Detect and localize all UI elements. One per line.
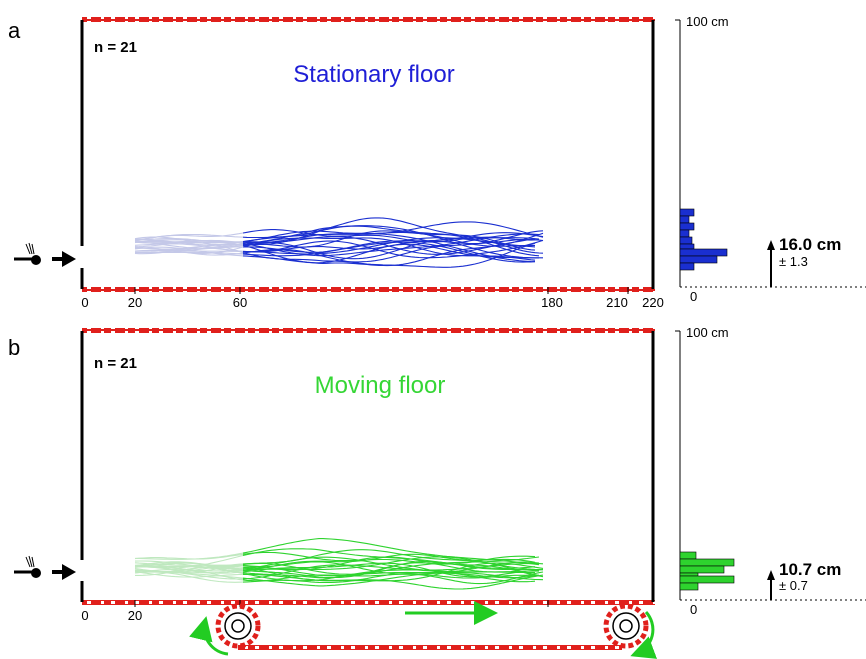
bird-icon — [14, 555, 41, 578]
flight-trace — [242, 225, 540, 257]
hist-top-label: 100 cm — [686, 14, 729, 29]
hist-bar — [679, 565, 725, 574]
hist-bar — [679, 208, 695, 217]
flight-trace-early — [135, 251, 244, 255]
flight-trace-early — [134, 571, 243, 578]
tick-label: 20 — [128, 608, 142, 623]
rotation-arrow-right — [630, 610, 658, 659]
panel-b: b n = 21 Moving floor 0 20 — [8, 325, 866, 659]
flight-trace-early — [134, 569, 244, 579]
hist-bar — [679, 215, 690, 224]
flight-trace — [242, 548, 536, 569]
panel-a: a n = 21 Stationary floor 0 20 60 — [8, 14, 866, 310]
flight-trace — [242, 230, 544, 263]
bird-icon — [14, 242, 41, 265]
flight-trace — [242, 571, 544, 587]
hist-bar — [679, 243, 695, 250]
condition-title: Stationary floor — [293, 61, 454, 88]
hist-bar — [679, 558, 735, 567]
flight-trace-early — [134, 561, 244, 571]
mean-value: 10.7 cm — [779, 560, 841, 579]
hist-bar — [679, 262, 695, 271]
flight-trace-early — [134, 241, 244, 254]
flight-trace — [242, 553, 536, 570]
flight-trace — [242, 229, 540, 243]
flight-trace — [242, 237, 536, 255]
x-axis-ticks: 0 20 — [81, 600, 549, 623]
roller-left — [215, 603, 261, 649]
tick-label: 220 — [642, 295, 664, 310]
hist-bar — [679, 255, 718, 264]
tick-label: 60 — [233, 295, 247, 310]
n-label: n = 21 — [94, 355, 137, 372]
floor-rail — [82, 600, 655, 605]
top-rail — [82, 328, 655, 333]
hist-bar — [679, 248, 728, 257]
height-histogram: 100 cm 0 16.0 cm ± 1.3 — [675, 14, 866, 304]
floor-rail — [82, 287, 655, 292]
flight-trace — [242, 573, 544, 590]
flight-traces — [134, 538, 544, 590]
hist-bar — [679, 222, 695, 231]
treadmill-belt — [189, 601, 658, 659]
tick-label: 0 — [81, 608, 88, 623]
flight-trace-early — [134, 554, 244, 569]
top-rail — [82, 17, 655, 22]
flight-trace — [243, 237, 540, 260]
n-label: n = 21 — [94, 39, 137, 56]
flight-trace-early — [134, 246, 243, 252]
flight-trace-early — [134, 240, 244, 246]
tick-label: 0 — [81, 295, 88, 310]
flight-traces — [134, 217, 544, 268]
panel-label: b — [8, 335, 20, 360]
entry-arrow-icon — [52, 564, 76, 580]
hist-zero-label: 0 — [690, 602, 697, 617]
tick-label: 20 — [128, 295, 142, 310]
hist-bar — [679, 236, 693, 245]
panel-label: a — [8, 18, 21, 43]
flight-trace-early — [134, 564, 244, 574]
flight-trace — [242, 232, 536, 263]
hist-bar — [679, 575, 735, 584]
hist-zero-label: 0 — [690, 289, 697, 304]
mean-error: ± 0.7 — [779, 578, 808, 593]
flight-trace-early — [134, 243, 244, 252]
flight-trace — [242, 561, 540, 575]
flight-trace — [242, 225, 543, 259]
flight-trace-early — [134, 562, 244, 567]
x-axis-ticks: 0 20 60 180 210 220 — [81, 287, 664, 310]
flight-trace — [242, 556, 544, 578]
flight-trace-early — [134, 240, 244, 243]
hist-top-label: 100 cm — [686, 325, 729, 340]
hist-bar — [679, 582, 699, 591]
flight-trace — [242, 562, 544, 582]
roller-right — [603, 603, 649, 649]
rotation-arrow-left — [189, 616, 229, 656]
height-histogram: 100 cm 0 10.7 cm ± 0.7 — [675, 325, 866, 617]
flight-trace — [242, 560, 544, 579]
hist-bar — [679, 572, 699, 577]
flight-trace-early — [134, 238, 244, 246]
hist-bar — [679, 551, 697, 560]
flight-trace-early — [134, 552, 244, 560]
entry-arrow-icon — [52, 251, 76, 267]
flight-trace-early — [134, 232, 244, 242]
mean-error: ± 1.3 — [779, 254, 808, 269]
tick-label: 180 — [541, 295, 563, 310]
flight-trace — [243, 230, 536, 251]
flight-trace — [242, 556, 540, 577]
mean-value: 16.0 cm — [779, 235, 841, 254]
flight-trace — [243, 561, 540, 579]
tick-label: 210 — [606, 295, 628, 310]
hist-bar — [679, 229, 690, 238]
belt-return — [238, 645, 622, 650]
condition-title: Moving floor — [315, 372, 446, 399]
